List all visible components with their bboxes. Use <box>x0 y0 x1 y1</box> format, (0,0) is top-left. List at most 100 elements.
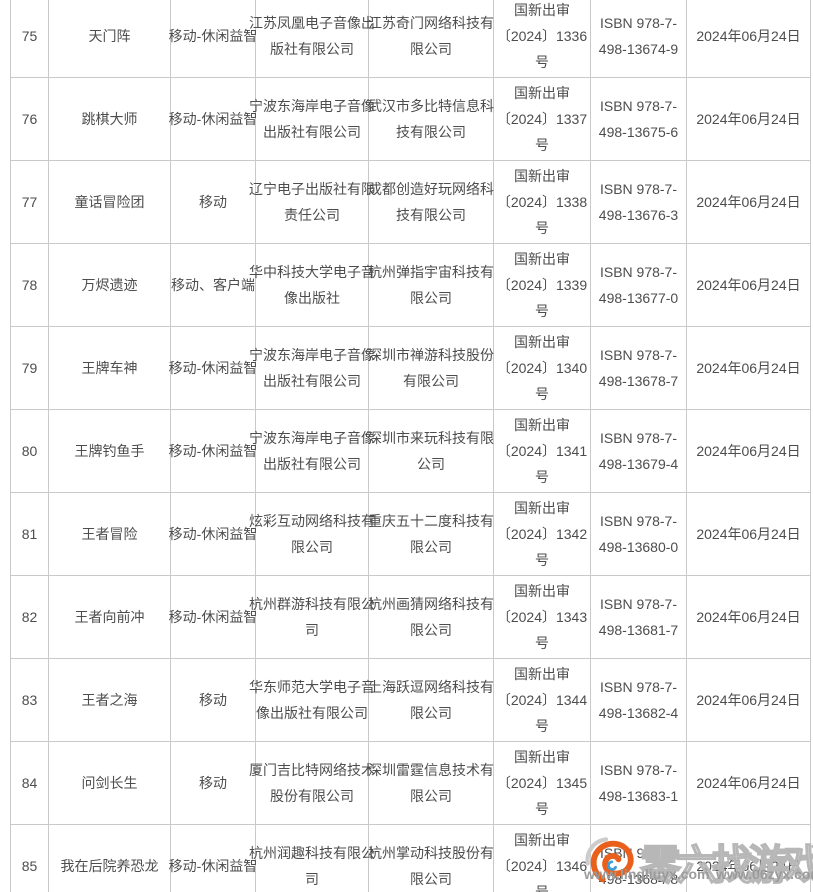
game-type-cell: 移动 <box>170 658 256 742</box>
operator-name: 深圳市来玩科技有限公司 <box>368 430 494 472</box>
publisher-name: 杭州群游科技有限公司 <box>249 596 375 638</box>
isbn-cell: ISBN 978-7-498-13682-4 <box>590 658 687 742</box>
operator-name: 上海跃逗网络科技有限公司 <box>368 679 494 721</box>
operator-cell: 深圳市来玩科技有限公司 <box>368 409 494 493</box>
game-name-cell: 天门阵 <box>48 0 171 78</box>
table-row: 78 万烬遗迹 移动、客户端 华中科技大学电子音像出版社 杭州弹指宇宙科技有限公… <box>10 243 811 327</box>
row-number: 80 <box>21 443 38 459</box>
game-type-cell: 移动 <box>170 160 256 244</box>
isbn-number: ISBN 978-7-498-13677-0 <box>598 264 679 306</box>
approval-number: 国新出审 〔2024〕1338 号 <box>496 168 588 236</box>
row-number-cell: 80 <box>10 409 49 493</box>
game-type: 移动-休闲益智 <box>168 28 258 44</box>
table-row: 81 王者冒险 移动-休闲益智 炫彩互动网络科技有限公司 重庆五十二度科技有限公… <box>10 492 811 576</box>
publisher-name: 宁波东海岸电子音像出版社有限公司 <box>249 98 375 140</box>
game-name-cell: 王者冒险 <box>48 492 171 576</box>
row-number-cell: 82 <box>10 575 49 659</box>
row-number: 85 <box>21 858 38 874</box>
row-number-cell: 81 <box>10 492 49 576</box>
operator-cell: 重庆五十二度科技有限公司 <box>368 492 494 576</box>
date-cell: 2024年06月24日 <box>686 0 811 78</box>
table-row: 75 天门阵 移动-休闲益智 江苏凤凰电子音像出版社有限公司 江苏奇门网络科技有… <box>10 0 811 78</box>
row-number-cell: 84 <box>10 741 49 825</box>
operator-name: 杭州弹指宇宙科技有限公司 <box>368 264 494 306</box>
approval-number-cell: 国新出审 〔2024〕1344 号 <box>493 658 591 742</box>
game-type-cell: 移动-休闲益智 <box>169 326 257 410</box>
isbn-number: ISBN 978-7-498-13674-9 <box>598 15 679 57</box>
isbn-cell: ISBN 978-7-498-13680-0 <box>590 492 687 576</box>
publisher-name: 宁波东海岸电子音像出版社有限公司 <box>249 347 375 389</box>
isbn-cell: ISBN 978-7-498-13683-1 <box>590 741 687 825</box>
row-number: 81 <box>21 526 38 542</box>
approval-number: 国新出审 〔2024〕1336 号 <box>496 2 588 70</box>
isbn-number: ISBN 978-7-498-13684-8 <box>598 845 679 887</box>
operator-cell: 深圳市禅游科技股份有限公司 <box>368 326 494 410</box>
approval-number-cell: 国新出审 〔2024〕1339 号 <box>493 243 591 327</box>
date-cell: 2024年06月24日 <box>686 575 811 659</box>
table-body: 75 天门阵 移动-休闲益智 江苏凤凰电子音像出版社有限公司 江苏奇门网络科技有… <box>10 0 811 892</box>
date-cell: 2024年06月24日 <box>686 741 811 825</box>
isbn-cell: ISBN 978-7-498-13681-7 <box>590 575 687 659</box>
isbn-cell: ISBN 978-7-498-13674-9 <box>590 0 687 78</box>
game-type-cell: 移动、客户端 <box>170 243 256 327</box>
date-cell: 2024年06月24日 <box>686 409 811 493</box>
game-type-cell: 移动-休闲益智 <box>169 492 257 576</box>
operator-name: 重庆五十二度科技有限公司 <box>368 513 494 555</box>
game-name: 王牌钓鱼手 <box>74 443 145 459</box>
operator-cell: 武汉市多比特信息科技有限公司 <box>368 77 494 161</box>
game-type: 移动-休闲益智 <box>168 858 258 874</box>
game-name: 我在后院养恐龙 <box>60 858 159 874</box>
operator-cell: 深圳雷霆信息技术有限公司 <box>368 741 494 825</box>
publisher-cell: 宁波东海岸电子音像出版社有限公司 <box>249 326 375 410</box>
table-row: 84 问剑长生 移动 厦门吉比特网络技术股份有限公司 深圳雷霆信息技术有限公司 … <box>10 741 811 825</box>
isbn-cell: ISBN 978-7-498-13679-4 <box>590 409 687 493</box>
isbn-number: ISBN 978-7-498-13678-7 <box>598 347 679 389</box>
isbn-cell: ISBN 978-7-498-13676-3 <box>590 160 687 244</box>
game-type: 移动 <box>199 775 227 791</box>
publisher-name: 厦门吉比特网络技术股份有限公司 <box>249 762 375 804</box>
game-name-cell: 万烬遗迹 <box>48 243 171 327</box>
game-name: 万烬遗迹 <box>81 277 138 293</box>
publisher-name: 杭州润趣科技有限公司 <box>249 845 375 887</box>
isbn-number: ISBN 978-7-498-13682-4 <box>598 679 679 721</box>
row-number-cell: 76 <box>10 77 49 161</box>
approval-number-cell: 国新出审 〔2024〕1346 号 <box>493 824 591 892</box>
publisher-cell: 厦门吉比特网络技术股份有限公司 <box>249 741 375 825</box>
row-number-cell: 79 <box>10 326 49 410</box>
date-cell: 2024年06月24日 <box>686 243 811 327</box>
game-name: 王者向前冲 <box>74 609 145 625</box>
approval-number: 国新出审 〔2024〕1346 号 <box>496 832 588 892</box>
date-cell: 2024年06月24日 <box>686 492 811 576</box>
game-name: 童话冒险团 <box>74 194 145 210</box>
approval-number-cell: 国新出审 〔2024〕1343 号 <box>493 575 591 659</box>
approval-number-cell: 国新出审 〔2024〕1341 号 <box>493 409 591 493</box>
approval-date: 2024年06月24日 <box>696 360 801 376</box>
game-name-cell: 王者之海 <box>48 658 171 742</box>
publisher-cell: 宁波东海岸电子音像出版社有限公司 <box>249 409 375 493</box>
approval-number-cell: 国新出审 〔2024〕1342 号 <box>493 492 591 576</box>
row-number-cell: 77 <box>10 160 49 244</box>
publisher-cell: 华东师范大学电子音像出版社有限公司 <box>249 658 375 742</box>
publisher-name: 江苏凤凰电子音像出版社有限公司 <box>249 15 375 57</box>
row-number: 83 <box>21 692 38 708</box>
game-type: 移动-休闲益智 <box>168 443 258 459</box>
game-name-cell: 王牌钓鱼手 <box>48 409 171 493</box>
publisher-cell: 江苏凤凰电子音像出版社有限公司 <box>249 0 375 78</box>
approval-number-cell: 国新出审 〔2024〕1338 号 <box>493 160 591 244</box>
isbn-number: ISBN 978-7-498-13676-3 <box>598 181 679 223</box>
isbn-cell: ISBN 978-7-498-13677-0 <box>590 243 687 327</box>
publisher-cell: 辽宁电子出版社有限责任公司 <box>249 160 375 244</box>
date-cell: 2024年06月24日 <box>686 160 811 244</box>
date-cell: 2024年06月24日 <box>686 326 811 410</box>
operator-cell: 杭州掌动科技股份有限公司 <box>368 824 494 892</box>
isbn-number: ISBN 978-7-498-13683-1 <box>598 762 679 804</box>
operator-name: 深圳市禅游科技股份有限公司 <box>368 347 494 389</box>
game-name: 问剑长生 <box>81 775 138 791</box>
game-type: 移动 <box>199 194 227 210</box>
game-type: 移动-休闲益智 <box>168 526 258 542</box>
operator-name: 江苏奇门网络科技有限公司 <box>368 15 494 57</box>
operator-cell: 杭州画猜网络科技有限公司 <box>368 575 494 659</box>
isbn-cell: ISBN 978-7-498-13678-7 <box>590 326 687 410</box>
game-name: 王者之海 <box>81 692 138 708</box>
